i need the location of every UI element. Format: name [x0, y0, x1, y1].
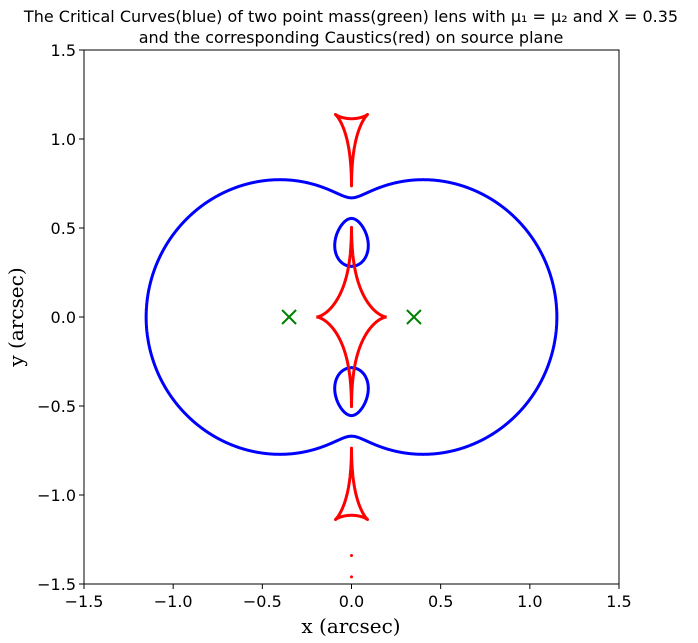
- x-axis-label: x (arcsec): [301, 614, 400, 638]
- caustic-4: [334, 113, 369, 188]
- lens-marker: [281, 309, 297, 325]
- x-tick-label: 1.5: [606, 592, 631, 611]
- caustic-point: [350, 575, 353, 579]
- y-axis-ticks: −1.5 −1.0 −0.5 0.0 0.5 1.0 1.5: [37, 41, 84, 594]
- critical-curve-1: [144, 178, 559, 319]
- critical-curve-4: [333, 366, 370, 418]
- y-tick-label: 0.5: [51, 219, 76, 238]
- x-tick-label: −1.0: [154, 592, 193, 611]
- caustic-1: [315, 315, 388, 409]
- plot-curves: [144, 113, 559, 579]
- caustic-point: [350, 554, 353, 558]
- y-axis-label: y (arcsec): [4, 267, 28, 367]
- caustic-2: [334, 446, 369, 521]
- y-tick-label: 0.0: [51, 308, 76, 327]
- x-tick-label: 0.5: [428, 592, 453, 611]
- x-tick-label: 0.0: [339, 592, 364, 611]
- y-tick-label: −0.5: [37, 397, 76, 416]
- y-tick-label: −1.0: [37, 486, 76, 505]
- critical-curve-2: [333, 216, 370, 268]
- critical-curve-3: [144, 315, 559, 456]
- y-tick-label: 1.5: [51, 41, 76, 60]
- x-tick-label: −1.5: [65, 592, 104, 611]
- x-tick-label: −0.5: [243, 592, 282, 611]
- chart-title-line-1: The Critical Curves(blue) of two point m…: [23, 7, 678, 26]
- y-tick-label: 1.0: [51, 130, 76, 149]
- lens-markers: [281, 309, 422, 325]
- plot-frame: [83, 49, 620, 585]
- chart-title-line-2: and the corresponding Caustics(red) on s…: [139, 28, 564, 47]
- y-tick-label: −1.5: [37, 575, 76, 594]
- lens-marker: [406, 309, 422, 325]
- x-axis-ticks: −1.5 −1.0 −0.5 0.0 0.5 1.0 1.5: [65, 584, 632, 611]
- x-tick-label: 1.0: [517, 592, 542, 611]
- caustic-3: [315, 225, 388, 319]
